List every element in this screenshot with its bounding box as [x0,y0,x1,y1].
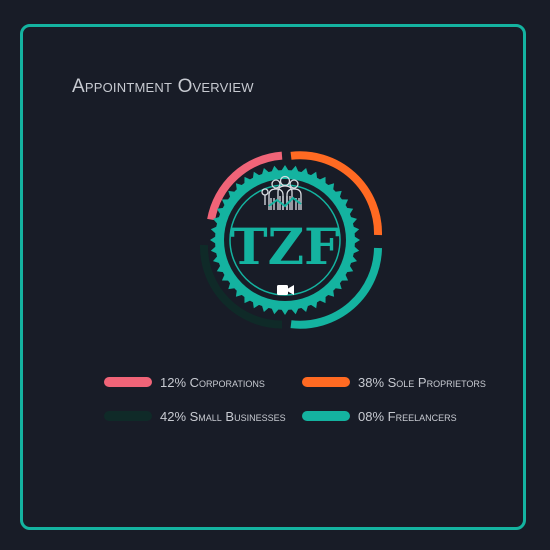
segment-sole-proprietors[interactable] [290,151,383,236]
badge-tooth [334,190,342,198]
appointment-overview-card [20,24,526,530]
badge-tooth [210,236,217,244]
legend-label: 42% Small Businesses [160,408,286,424]
segment-small-businesses[interactable] [199,244,283,329]
badge-tooth [346,265,354,273]
badge-tooth [318,295,326,304]
badge-tooth [235,289,243,297]
swatch-sole-proprietors [302,377,350,387]
badge-tooth [210,245,218,254]
legend-freelancers: 08% Freelancers [302,408,457,424]
badge-tooth [350,255,357,264]
legend-sole-proprietors: 38% Sole Proprietors [302,374,486,390]
badge-tooth [261,305,270,312]
badge-tooth [235,183,243,191]
badge-tooth [281,308,289,315]
badge-tooth [252,171,260,179]
badge-tooth [271,165,280,173]
badge-tooth [318,176,326,185]
logo-text: TZF [230,217,339,276]
badge-tooth [334,282,342,290]
legend-label: 08% Freelancers [358,408,457,424]
badge-tooth [252,301,260,309]
badge-tooth [310,301,318,309]
badge-tooth [327,289,335,297]
legend-corporations: 12% Corporations [104,374,265,390]
badge-tooth [340,199,349,207]
badge-tooth [213,255,220,264]
badge-tooth [300,168,309,175]
badge-tooth [353,236,360,244]
segment-corporations[interactable] [207,151,283,221]
badge-tooth [352,245,360,254]
badge-tooth [290,165,299,173]
legend-label: 38% Sole Proprietors [358,374,486,390]
badge-tooth [221,273,230,281]
page-title: Appointment Overview [72,76,254,97]
badge-tooth [346,207,354,215]
appointment-ring-chart: TZF [199,151,383,329]
badge-tooth [281,165,289,172]
badge-tooth [244,176,252,185]
badge-tooth [228,282,236,290]
swatch-small-businesses [104,411,152,421]
badge-tooth [216,265,224,273]
badge-tooth [310,171,318,179]
legend-small-businesses: 42% Small Businesses [104,408,286,424]
badge-tooth [213,216,220,225]
video-camera-icon [277,285,294,295]
swatch-freelancers [302,411,350,421]
badge-tooth [221,199,230,207]
badge-tooth [261,168,270,175]
badge-tooth [290,307,299,315]
badge-tooth [216,207,224,215]
badge-tooth [340,273,349,281]
badge-inner [224,179,346,301]
badge-teeth [210,165,360,315]
badge-tooth [271,307,280,315]
swatch-corporations [104,377,152,387]
badge-tooth [327,183,335,191]
legend-label: 12% Corporations [160,374,265,390]
people-icon [261,175,302,210]
segment-freelancers[interactable] [290,247,382,329]
badge-tooth [228,190,236,198]
badge-tooth [210,226,218,235]
badge-tooth [350,216,357,225]
badge-tooth [352,226,360,235]
badge-tooth [244,295,252,304]
badge-tooth [300,305,309,312]
